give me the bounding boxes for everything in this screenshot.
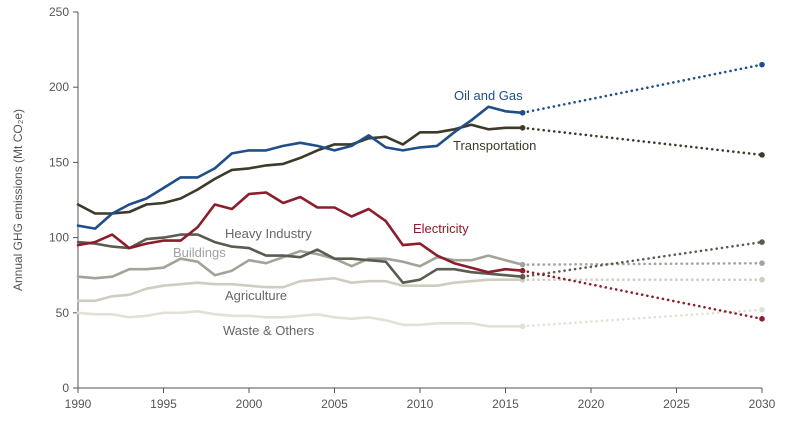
series-agriculture [76, 276, 765, 303]
projection-end-point-oil-and-gas [759, 61, 765, 68]
series-layer [76, 61, 765, 330]
projection-start-point-buildings [519, 261, 526, 268]
projection-line-transportation [521, 126, 764, 157]
projection-line-buildings [521, 261, 764, 266]
series-line-agriculture [76, 276, 524, 303]
x-tick-label: 1995 [150, 397, 177, 411]
x-tick-label: 2010 [407, 397, 434, 411]
y-tick-label: 250 [49, 5, 69, 19]
series-line-heavy-industry [76, 233, 524, 285]
series-waste-others [76, 306, 765, 330]
y-tick-label: 100 [49, 231, 69, 245]
x-axis-ticks: 1990 1995 2000 2005 2010 2015 2020 2025 2030 [65, 388, 776, 411]
series-line-oil-and-gas [76, 105, 524, 230]
series-line-waste-others [76, 309, 524, 328]
series-electricity [76, 191, 765, 322]
projection-end-point-buildings [759, 260, 765, 266]
series-oil-and-gas [76, 61, 765, 230]
x-tick-label: 2015 [492, 397, 519, 411]
y-tick-label: 200 [49, 80, 69, 94]
projection-line-electricity [521, 269, 764, 321]
x-tick-label: 2030 [749, 397, 776, 411]
series-label-agriculture: Agriculture [225, 288, 287, 303]
projection-end-point-waste-others [759, 306, 765, 313]
axes [77, 12, 762, 389]
y-tick-label: 150 [49, 155, 69, 169]
series-buildings [76, 249, 765, 280]
projection-line-oil-and-gas [521, 63, 764, 115]
projection-end-point-agriculture [759, 276, 765, 283]
projection-end-point-transportation [759, 152, 765, 158]
x-tick-label: 2020 [578, 397, 605, 411]
series-label-heavy-industry: Heavy Industry [225, 226, 312, 241]
projection-start-point-oil-and-gas [519, 109, 526, 116]
series-labels: Oil and Gas Transportation Electricity Heav… [173, 88, 536, 338]
projection-start-point-electricity [519, 267, 526, 274]
series-heavy-industry [76, 233, 765, 285]
x-tick-label: 2005 [321, 397, 348, 411]
series-label-electricity: Electricity [413, 221, 469, 236]
y-axis-title: Annual GHG emissions (Mt CO₂e) [11, 109, 25, 291]
series-label-waste-others: Waste & Others [223, 323, 315, 338]
y-tick-label: 0 [62, 381, 69, 395]
projection-start-point-heavy-industry [519, 273, 526, 280]
projection-start-point-waste-others [519, 323, 526, 330]
projection-end-point-heavy-industry [759, 239, 765, 245]
series-transportation [76, 123, 765, 215]
series-label-transportation: Transportation [453, 138, 536, 153]
series-label-buildings: Buildings [173, 245, 226, 260]
projection-end-point-electricity [759, 316, 765, 322]
x-tick-label: 2025 [663, 397, 690, 411]
y-axis-ticks: 0 50 100 150 200 250 [49, 5, 78, 395]
projection-line-heavy-industry [521, 240, 764, 279]
projection-start-point-transportation [519, 125, 526, 131]
series-line-transportation [76, 123, 524, 215]
series-label-oil-and-gas: Oil and Gas [454, 88, 523, 103]
series-line-electricity [76, 191, 524, 274]
series-line-buildings [76, 249, 524, 280]
x-tick-label: 1990 [65, 397, 92, 411]
x-tick-label: 2000 [236, 397, 263, 411]
y-tick-label: 50 [56, 306, 70, 320]
